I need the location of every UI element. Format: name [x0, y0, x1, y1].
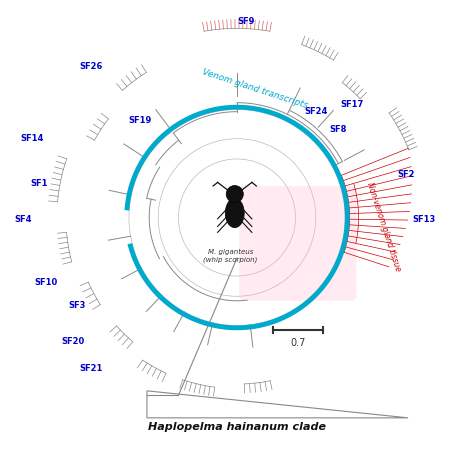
Text: Venom gland transcripts: Venom gland transcripts: [201, 68, 309, 111]
Text: SF8: SF8: [329, 125, 347, 134]
Text: M. giganteus
(whip scorpion): M. giganteus (whip scorpion): [203, 249, 257, 263]
Text: SF10: SF10: [34, 278, 57, 287]
Text: SF14: SF14: [20, 134, 44, 143]
Text: SF13: SF13: [412, 215, 436, 224]
Text: SF26: SF26: [79, 62, 102, 71]
Text: SF4: SF4: [14, 215, 32, 224]
Circle shape: [226, 186, 243, 202]
Text: SF24: SF24: [304, 107, 328, 116]
Text: 0.7: 0.7: [290, 338, 305, 348]
Text: SF1: SF1: [30, 179, 48, 188]
Text: SF20: SF20: [61, 337, 84, 346]
Text: SF21: SF21: [79, 364, 102, 373]
FancyBboxPatch shape: [239, 186, 356, 301]
Text: SF3: SF3: [68, 301, 86, 310]
Text: Haplopelma hainanum clade: Haplopelma hainanum clade: [148, 422, 326, 432]
Text: SF9: SF9: [237, 17, 255, 26]
Text: Non-venom gland tissue: Non-venom gland tissue: [365, 181, 402, 272]
Text: SF17: SF17: [340, 101, 364, 110]
Ellipse shape: [225, 198, 244, 227]
Text: SF2: SF2: [397, 170, 415, 179]
Text: SF19: SF19: [128, 116, 152, 125]
